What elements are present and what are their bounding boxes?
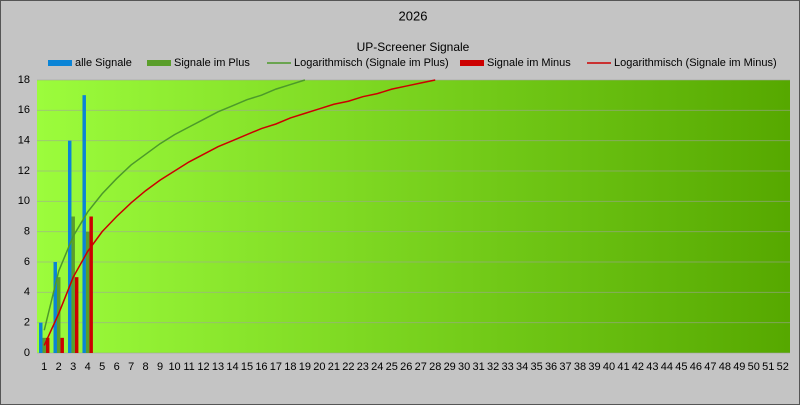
x-tick-label: 11 bbox=[183, 361, 194, 373]
bar bbox=[42, 337, 46, 353]
y-tick-label: 16 bbox=[18, 104, 30, 116]
legend-swatch bbox=[147, 60, 171, 66]
x-tick-label: 50 bbox=[748, 361, 760, 373]
chart-title: 2026 bbox=[399, 8, 428, 23]
x-tick-label: 13 bbox=[212, 361, 224, 373]
bar bbox=[71, 216, 75, 353]
y-tick-label: 8 bbox=[24, 226, 30, 238]
x-tick-label: 25 bbox=[386, 361, 398, 373]
bar bbox=[89, 216, 93, 353]
x-tick-label: 51 bbox=[762, 361, 774, 373]
bar bbox=[45, 337, 50, 353]
x-tick-label: 19 bbox=[299, 361, 311, 373]
x-tick-label: 9 bbox=[157, 361, 163, 373]
x-tick-label: 33 bbox=[502, 361, 514, 373]
x-tick-label: 14 bbox=[226, 361, 238, 373]
y-tick-label: 4 bbox=[24, 286, 30, 298]
x-tick-label: 23 bbox=[357, 361, 369, 373]
x-tick-label: 36 bbox=[545, 361, 557, 373]
x-tick-label: 7 bbox=[128, 361, 134, 373]
x-tick-label: 24 bbox=[371, 361, 383, 373]
x-tick-label: 2 bbox=[56, 361, 62, 373]
x-tick-label: 35 bbox=[530, 361, 542, 373]
x-tick-label: 42 bbox=[632, 361, 644, 373]
x-tick-label: 20 bbox=[313, 361, 325, 373]
x-tick-label: 34 bbox=[516, 361, 528, 373]
x-tick-label: 18 bbox=[284, 361, 296, 373]
y-tick-label: 14 bbox=[18, 135, 30, 147]
x-tick-label: 47 bbox=[704, 361, 716, 373]
x-tick-label: 28 bbox=[429, 361, 441, 373]
bar bbox=[53, 262, 57, 353]
bar bbox=[82, 95, 86, 354]
y-tick-label: 6 bbox=[24, 256, 30, 268]
plot-area bbox=[37, 80, 790, 353]
x-tick-label: 46 bbox=[690, 361, 702, 373]
x-tick-label: 5 bbox=[99, 361, 105, 373]
bar bbox=[67, 140, 72, 353]
x-tick-label: 17 bbox=[270, 361, 282, 373]
legend-label: Signale im Minus bbox=[487, 57, 571, 69]
y-tick-label: 2 bbox=[24, 317, 30, 329]
x-tick-label: 30 bbox=[458, 361, 470, 373]
trend-line bbox=[43, 79, 436, 346]
bar bbox=[39, 322, 43, 353]
legend-label: Logarithmisch (Signale im Minus) bbox=[614, 57, 777, 69]
x-tick-label: 43 bbox=[646, 361, 658, 373]
x-tick-label: 52 bbox=[777, 361, 789, 373]
legend-swatch bbox=[48, 60, 72, 66]
x-tick-label: 41 bbox=[617, 361, 629, 373]
x-tick-label: 6 bbox=[114, 361, 120, 373]
x-tick-label: 38 bbox=[574, 361, 586, 373]
legend-swatch bbox=[460, 60, 484, 66]
bar bbox=[74, 277, 79, 353]
y-tick-label: 18 bbox=[18, 74, 30, 86]
x-tick-label: 45 bbox=[675, 361, 687, 373]
x-tick-label: 3 bbox=[70, 361, 76, 373]
legend-label: alle Signale bbox=[75, 57, 132, 69]
x-tick-label: 32 bbox=[487, 361, 499, 373]
x-tick-label: 49 bbox=[733, 361, 745, 373]
x-tick-label: 29 bbox=[444, 361, 456, 373]
x-tick-label: 16 bbox=[255, 361, 267, 373]
x-tick-label: 48 bbox=[719, 361, 731, 373]
x-tick-label: 31 bbox=[473, 361, 485, 373]
y-tick-label: 0 bbox=[24, 347, 30, 359]
x-tick-label: 12 bbox=[197, 361, 209, 373]
y-tick-label: 10 bbox=[18, 195, 30, 207]
x-tick-label: 40 bbox=[603, 361, 615, 373]
chart-subtitle: UP-Screener Signale bbox=[357, 40, 470, 54]
x-tick-label: 27 bbox=[415, 361, 427, 373]
x-tick-label: 10 bbox=[168, 361, 180, 373]
x-tick-label: 22 bbox=[342, 361, 354, 373]
x-tick-label: 1 bbox=[41, 361, 47, 373]
x-tick-label: 15 bbox=[241, 361, 253, 373]
x-tick-label: 39 bbox=[588, 361, 600, 373]
x-tick-label: 8 bbox=[143, 361, 149, 373]
bar bbox=[85, 231, 90, 353]
x-tick-label: 21 bbox=[328, 361, 340, 373]
legend-label: Logarithmisch (Signale im Plus) bbox=[294, 57, 449, 69]
legend-label: Signale im Plus bbox=[174, 57, 250, 69]
x-tick-label: 44 bbox=[661, 361, 673, 373]
x-tick-label: 26 bbox=[400, 361, 412, 373]
trend-line bbox=[43, 79, 306, 331]
bar bbox=[60, 337, 64, 353]
x-tick-label: 37 bbox=[559, 361, 571, 373]
x-tick-label: 4 bbox=[85, 361, 91, 373]
y-tick-label: 12 bbox=[18, 165, 30, 177]
